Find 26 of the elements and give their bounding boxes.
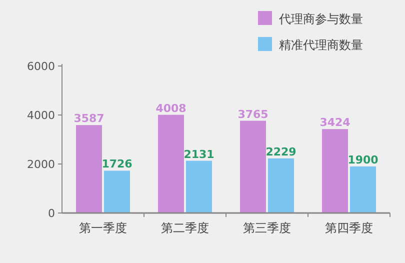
- data-label: 2131: [184, 148, 214, 161]
- data-label: 1900: [348, 153, 379, 166]
- bar: [240, 120, 266, 213]
- x-tick-label: 第一季度: [79, 221, 127, 235]
- bar: [76, 125, 102, 213]
- data-label: 3587: [74, 112, 104, 126]
- data-label: 3765: [238, 108, 268, 121]
- legend-label: 代理商参与数量: [278, 12, 363, 26]
- y-tick-label: 2000: [27, 158, 55, 171]
- data-label: 3424: [320, 116, 351, 130]
- bar: [268, 158, 294, 213]
- bar: [104, 170, 130, 213]
- bar: [158, 114, 184, 213]
- data-label: 4008: [156, 102, 186, 115]
- y-tick-label: 6000: [27, 60, 55, 73]
- y-tick-label: 0: [48, 207, 55, 220]
- x-tick-label: 第三季度: [243, 221, 291, 235]
- bar: [186, 160, 212, 213]
- bar: [350, 166, 376, 213]
- data-label: 1726: [102, 158, 133, 171]
- x-tick-label: 第二季度: [161, 221, 209, 235]
- y-tick-label: 4000: [27, 109, 55, 122]
- x-tick-label: 第四季度: [325, 221, 373, 235]
- bar: [322, 129, 348, 213]
- legend-label: 精准代理商数量: [279, 38, 363, 52]
- data-label: 2229: [266, 145, 296, 158]
